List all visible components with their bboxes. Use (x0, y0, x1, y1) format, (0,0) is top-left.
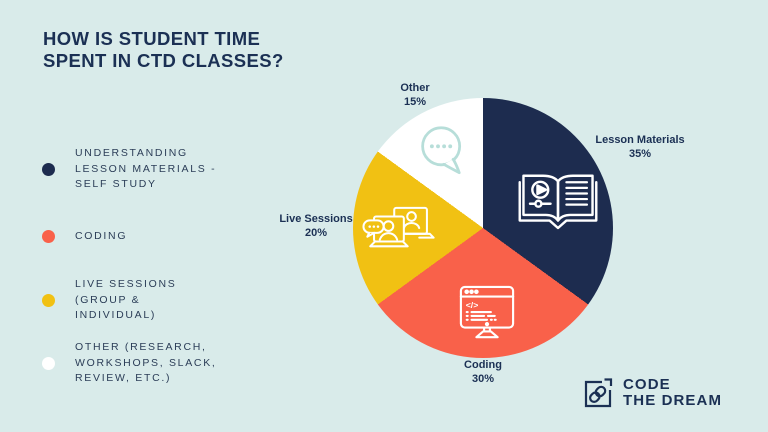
legend-dot-navy (42, 162, 55, 176)
legend-dot-white (42, 356, 55, 370)
svg-text:</>: </> (466, 300, 479, 310)
legend-label: OTHER (RESEARCH, WORKSHOPS, SLACK, REVIE… (75, 341, 217, 384)
pie-label-name: Coding (464, 359, 502, 371)
pie-label-name: Other (400, 82, 430, 94)
legend-dot-yellow (42, 293, 55, 307)
chat-bubble-icon (421, 126, 462, 175)
legend-item-lesson-materials: UNDERSTANDING LESSON MATERIALS - SELF ST… (42, 146, 216, 193)
legend-item-live-sessions: LIVE SESSIONS (GROUP & INDIVIDUAL) (42, 277, 176, 324)
legend-label: UNDERSTANDING LESSON MATERIALS - SELF ST… (75, 147, 217, 190)
pie-label-pct: 15% (403, 95, 427, 108)
pie-label-live-sessions: Live Sessions 20% (261, 213, 371, 240)
pie-label-pct: 35% (628, 147, 652, 160)
video-call-laptops-icon (362, 206, 435, 248)
legend-label: LIVE SESSIONS (GROUP & INDIVIDUAL) (75, 278, 177, 321)
pie-label-pct: 20% (304, 226, 328, 239)
logo-text: CODE THE DREAM (623, 376, 723, 409)
pie-label-name: Live Sessions (279, 213, 353, 225)
legend-item-other: OTHER (RESEARCH, WORKSHOPS, SLACK, REVIE… (42, 340, 217, 387)
legend-item-coding: CODING (42, 229, 127, 245)
pie-label-name: Lesson Materials (595, 134, 685, 146)
legend-dot-orange (42, 230, 55, 244)
pie-label-pct: 30% (471, 372, 495, 385)
open-book-video-icon (518, 174, 598, 230)
legend-label: CODING (75, 230, 128, 242)
code-monitor-icon: </> (459, 285, 515, 339)
pie-label-other: Other 15% (375, 82, 455, 109)
code-the-dream-logo: CODE THE DREAM (580, 376, 722, 410)
chain-link-square-icon (584, 378, 613, 408)
pie-label-coding: Coding 30% (433, 359, 533, 386)
page-title: HOW IS STUDENT TIME SPENT IN CTD CLASSES… (43, 28, 284, 71)
pie-label-lesson-materials: Lesson Materials 35% (570, 134, 710, 161)
